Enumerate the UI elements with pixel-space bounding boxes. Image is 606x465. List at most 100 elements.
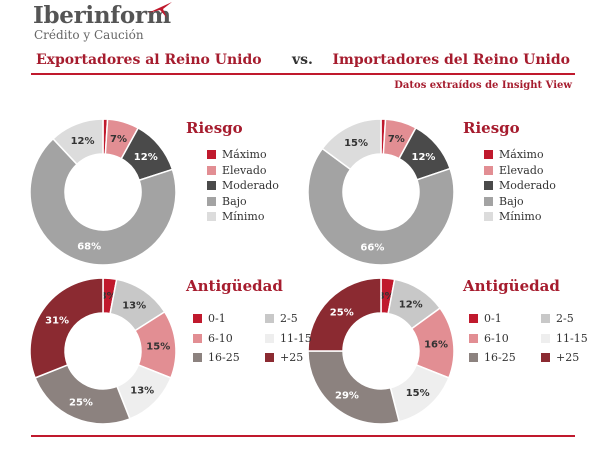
legend-swatch <box>265 333 274 343</box>
legend-item: Bajo <box>207 194 279 210</box>
legend-item: 0-1 <box>469 311 541 327</box>
legend-label: +25 <box>280 351 304 365</box>
riesgo-legend-left: Máximo Elevado Moderado Bajo Mínimo <box>207 147 279 225</box>
legend-swatch <box>193 314 202 324</box>
legend-swatch <box>207 212 216 222</box>
legend-label: 6-10 <box>208 331 233 345</box>
footer-divider <box>31 435 575 437</box>
legend-item: Moderado <box>484 178 556 194</box>
donut-data-label: 7% <box>110 134 127 145</box>
donut-slice-+25 <box>307 277 382 352</box>
donut-slice-Bajo <box>29 137 177 266</box>
legend-label: Elevado <box>222 163 267 177</box>
donut-slice-16-25 <box>307 350 401 425</box>
legend-label: 0-1 <box>208 312 226 326</box>
legend-swatch <box>207 165 216 175</box>
antiguedad-legend-left: 0-1 2-5 6-10 11-15 16-25 +25 <box>193 311 337 366</box>
legend-item: Mínimo <box>207 209 279 225</box>
donut-chart-1: 7% 12% 66% 15% <box>307 118 455 266</box>
legend-item: 2-5 <box>541 311 606 327</box>
legend-swatch <box>484 181 493 191</box>
legend-item: 11-15 <box>265 331 337 347</box>
legend-label: 11-15 <box>280 331 312 345</box>
donut-slice-Mínimo <box>321 118 382 171</box>
legend-label: Máximo <box>222 148 267 162</box>
legend-swatch <box>469 314 478 324</box>
legend-swatch <box>541 314 550 324</box>
legend-swatch <box>207 150 216 160</box>
legend-item: Mínimo <box>484 209 556 225</box>
legend-swatch <box>265 353 274 363</box>
donut-data-label: 29% <box>335 390 359 401</box>
legend-swatch <box>484 165 493 175</box>
donut-data-label: 13% <box>122 301 146 312</box>
legend-item: +25 <box>265 350 337 366</box>
donut-chart-3: 3% 12% 16% 15% 29% 25% <box>307 277 455 425</box>
legend-item: 6-10 <box>469 331 541 347</box>
legend-item: Elevado <box>484 163 556 179</box>
legend-label: 0-1 <box>484 312 502 326</box>
brand-subtitle: Crédito y Caución <box>34 28 144 42</box>
riesgo-title-left: Riesgo <box>186 119 243 137</box>
donut-data-label: 12% <box>411 152 435 163</box>
plane-logo-icon <box>148 2 172 18</box>
legend-label: 16-25 <box>208 351 240 365</box>
legend-swatch <box>265 314 274 324</box>
donut-slice-+25 <box>29 277 104 379</box>
versus-label: vs. <box>292 52 313 68</box>
donut-slice-Bajo <box>307 147 455 266</box>
right-panel-title: Importadores del Reino Unido <box>332 52 570 68</box>
legend-item: 2-5 <box>265 311 337 327</box>
brand-logo-text: Iberinform <box>33 2 171 29</box>
donut-data-label: 25% <box>69 397 93 408</box>
legend-item: Bajo <box>484 194 556 210</box>
legend-label: Máximo <box>499 148 544 162</box>
donut-data-label: 3% <box>378 291 395 302</box>
legend-swatch <box>207 196 216 206</box>
legend-item: 16-25 <box>193 350 265 366</box>
donut-data-label: 15% <box>406 388 430 399</box>
legend-item: Máximo <box>484 147 556 163</box>
legend-swatch <box>469 333 478 343</box>
donut-data-label: 25% <box>330 307 354 318</box>
legend-swatch <box>541 333 550 343</box>
legend-swatch <box>484 212 493 222</box>
legend-swatch <box>541 353 550 363</box>
antiguedad-legend-right: 0-1 2-5 6-10 11-15 16-25 +25 <box>469 311 606 366</box>
donut-data-label: 16% <box>424 340 448 351</box>
legend-item: 6-10 <box>193 331 265 347</box>
donut-data-label: 3% <box>100 291 117 302</box>
legend-item: Elevado <box>207 163 279 179</box>
legend-label: Mínimo <box>499 210 542 224</box>
donut-data-label: 13% <box>130 386 154 397</box>
donut-data-label: 12% <box>71 136 95 147</box>
legend-swatch <box>484 150 493 160</box>
legend-swatch <box>484 196 493 206</box>
riesgo-legend-right: Máximo Elevado Moderado Bajo Mínimo <box>484 147 556 225</box>
legend-swatch <box>193 333 202 343</box>
legend-item: Moderado <box>207 178 279 194</box>
donut-chart-0: 7% 12% 68% 12% <box>29 118 177 266</box>
legend-label: 2-5 <box>280 312 298 326</box>
source-note: Datos extraídos de Insight View <box>394 80 572 91</box>
legend-label: Elevado <box>499 163 544 177</box>
legend-item: +25 <box>541 350 606 366</box>
donut-data-label: 12% <box>134 152 158 163</box>
legend-label: Bajo <box>499 194 524 208</box>
legend-swatch <box>207 181 216 191</box>
legend-item: 16-25 <box>469 350 541 366</box>
legend-label: 6-10 <box>484 331 509 345</box>
legend-swatch <box>193 353 202 363</box>
donut-slice-Mínimo <box>51 118 104 166</box>
donut-data-label: 12% <box>399 300 423 311</box>
donut-data-label: 66% <box>360 242 384 253</box>
donut-chart-2: 3% 13% 15% 13% 25% 31% <box>29 277 177 425</box>
legend-label: +25 <box>556 351 580 365</box>
donut-data-label: 31% <box>45 315 69 326</box>
antiguedad-title-left: Antigüedad <box>186 277 283 295</box>
legend-item: 11-15 <box>541 331 606 347</box>
legend-label: 2-5 <box>556 312 574 326</box>
donut-slice-16-25 <box>34 364 131 425</box>
antiguedad-title-right: Antigüedad <box>463 277 560 295</box>
